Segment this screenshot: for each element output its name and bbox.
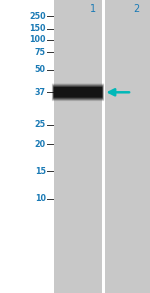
Text: 75: 75 (35, 48, 46, 57)
FancyBboxPatch shape (53, 86, 103, 98)
FancyBboxPatch shape (52, 84, 104, 100)
Text: 20: 20 (35, 140, 46, 149)
Text: 2: 2 (133, 4, 140, 13)
Text: 10: 10 (35, 194, 46, 203)
Text: 150: 150 (29, 24, 46, 33)
Text: 15: 15 (35, 167, 46, 176)
Text: 37: 37 (35, 88, 46, 97)
Text: 100: 100 (29, 35, 46, 44)
Text: 1: 1 (90, 4, 96, 13)
Bar (105, 0, 150, 293)
Bar (54, 0, 102, 293)
FancyBboxPatch shape (54, 87, 102, 98)
Text: 25: 25 (35, 120, 46, 129)
FancyBboxPatch shape (52, 84, 104, 101)
Text: 250: 250 (29, 12, 46, 21)
Text: 50: 50 (35, 65, 46, 74)
FancyBboxPatch shape (53, 85, 103, 99)
